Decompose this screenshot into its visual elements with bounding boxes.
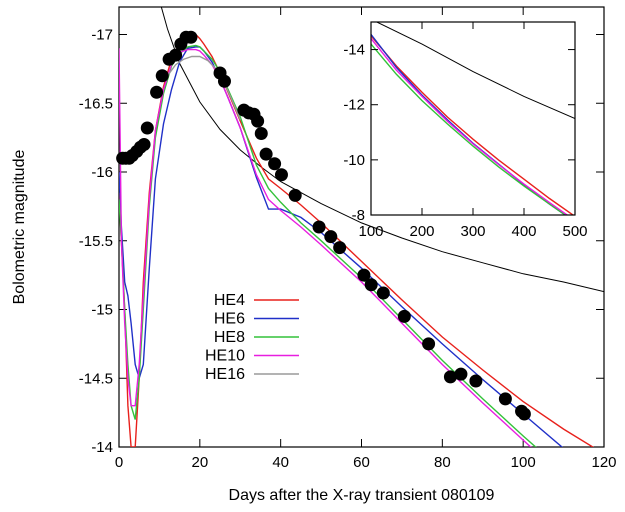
inset-x-tick-label: 100 xyxy=(358,223,383,240)
data-point xyxy=(217,74,231,88)
data-point xyxy=(333,241,347,255)
inset-series-line xyxy=(375,22,575,119)
inset-x-tick-label: 200 xyxy=(409,223,434,240)
y-tick-label: -14.5 xyxy=(79,370,113,387)
main-y-ticks: -14 -14.5 -15 -15.5 -16 -16.5 -17 xyxy=(79,27,604,456)
x-tick-label: 120 xyxy=(591,454,616,471)
x-tick-label: 0 xyxy=(115,454,123,471)
x-tick-label: 20 xyxy=(191,454,208,471)
data-point xyxy=(364,278,378,292)
legend-label-he4: HE4 xyxy=(214,292,245,309)
y-tick-label: -14 xyxy=(91,439,113,456)
data-point xyxy=(150,85,164,99)
legend-label-he10: HE10 xyxy=(205,348,245,365)
data-point xyxy=(357,268,371,282)
data-point xyxy=(140,121,154,135)
data-point xyxy=(184,30,198,44)
inset-y-tick-label: -10 xyxy=(343,152,365,169)
data-point xyxy=(443,370,457,384)
data-point xyxy=(498,392,512,406)
series-line-he16 xyxy=(166,55,241,121)
observed-points xyxy=(116,30,531,421)
y-tick-label: -17 xyxy=(91,27,113,44)
legend-label-he8: HE8 xyxy=(214,329,245,346)
inset-y-tick-label: -14 xyxy=(343,42,365,59)
series-line-he4 xyxy=(119,33,595,447)
data-point xyxy=(169,48,183,62)
y-tick-label: -15.5 xyxy=(79,233,113,250)
inset-curves xyxy=(371,22,575,215)
inset-background xyxy=(371,22,575,215)
data-point xyxy=(155,69,169,83)
data-point xyxy=(259,147,273,161)
data-point xyxy=(254,127,268,140)
inset-x-tick-label: 300 xyxy=(460,223,485,240)
legend-label-he16: HE16 xyxy=(205,366,245,383)
data-point xyxy=(422,337,436,351)
inset-y-ticks: -8 -10 -12 -14 xyxy=(343,42,575,224)
series-line-he8 xyxy=(119,44,537,447)
y-axis-label: Bolometric magnitude xyxy=(11,150,28,305)
data-point xyxy=(268,157,282,171)
data-point xyxy=(274,168,288,182)
x-axis-label: Days after the X-ray transient 080109 xyxy=(229,487,495,504)
inset-series-line xyxy=(371,35,575,215)
x-tick-label: 60 xyxy=(353,454,370,471)
data-point xyxy=(376,286,390,300)
data-point xyxy=(137,138,151,151)
data-point xyxy=(288,188,302,202)
inset-x-tick-label: 500 xyxy=(562,223,587,240)
data-point xyxy=(517,407,531,421)
data-point xyxy=(312,220,326,234)
data-point xyxy=(469,374,483,388)
data-point xyxy=(397,309,411,323)
inset-y-tick-label: -8 xyxy=(352,207,365,224)
data-point xyxy=(251,114,265,128)
x-tick-label: 80 xyxy=(434,454,451,471)
x-tick-label: 100 xyxy=(511,454,536,471)
y-tick-label: -15 xyxy=(91,302,113,319)
inset-x-ticks: 100 200 300 400 500 xyxy=(358,22,588,240)
inset-series-line xyxy=(371,43,567,215)
y-tick-label: -16 xyxy=(91,164,113,181)
main-x-ticks: 0 20 40 60 80 100 120 xyxy=(115,7,617,471)
series-line-he10 xyxy=(119,48,532,447)
main-plot: 0 20 40 60 80 100 120 -14 -14.5 -15 -15.5 -16 -16.5… xyxy=(11,6,617,504)
data-point xyxy=(324,230,338,244)
y-tick-label: -16.5 xyxy=(79,95,113,112)
legend-label-he6: HE6 xyxy=(214,311,245,328)
data-point xyxy=(454,367,468,381)
x-tick-label: 40 xyxy=(272,454,289,471)
inset-y-tick-label: -12 xyxy=(343,97,365,114)
inset-x-tick-label: 400 xyxy=(511,223,536,240)
inset-series-line xyxy=(371,38,569,215)
inset-plot: 100 200 300 400 500 -8 -10 -12 -14 xyxy=(343,21,588,240)
